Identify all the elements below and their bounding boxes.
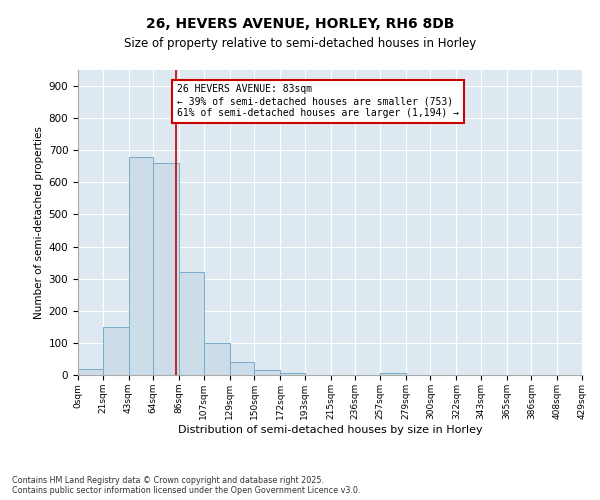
Bar — [254, 370, 280, 375]
Text: 26 HEVERS AVENUE: 83sqm
← 39% of semi-detached houses are smaller (753)
61% of s: 26 HEVERS AVENUE: 83sqm ← 39% of semi-de… — [176, 84, 458, 117]
X-axis label: Distribution of semi-detached houses by size in Horley: Distribution of semi-detached houses by … — [178, 424, 482, 434]
Bar — [103, 327, 128, 375]
Y-axis label: Number of semi-detached properties: Number of semi-detached properties — [34, 126, 44, 319]
Text: Size of property relative to semi-detached houses in Horley: Size of property relative to semi-detach… — [124, 38, 476, 51]
Bar — [78, 368, 103, 375]
Bar — [280, 374, 305, 375]
Bar — [153, 163, 179, 375]
Bar — [380, 374, 406, 375]
Text: Contains HM Land Registry data © Crown copyright and database right 2025.
Contai: Contains HM Land Registry data © Crown c… — [12, 476, 361, 495]
Bar — [204, 343, 230, 375]
Text: 26, HEVERS AVENUE, HORLEY, RH6 8DB: 26, HEVERS AVENUE, HORLEY, RH6 8DB — [146, 18, 454, 32]
Bar — [230, 362, 254, 375]
Bar — [128, 156, 153, 375]
Bar — [179, 272, 204, 375]
